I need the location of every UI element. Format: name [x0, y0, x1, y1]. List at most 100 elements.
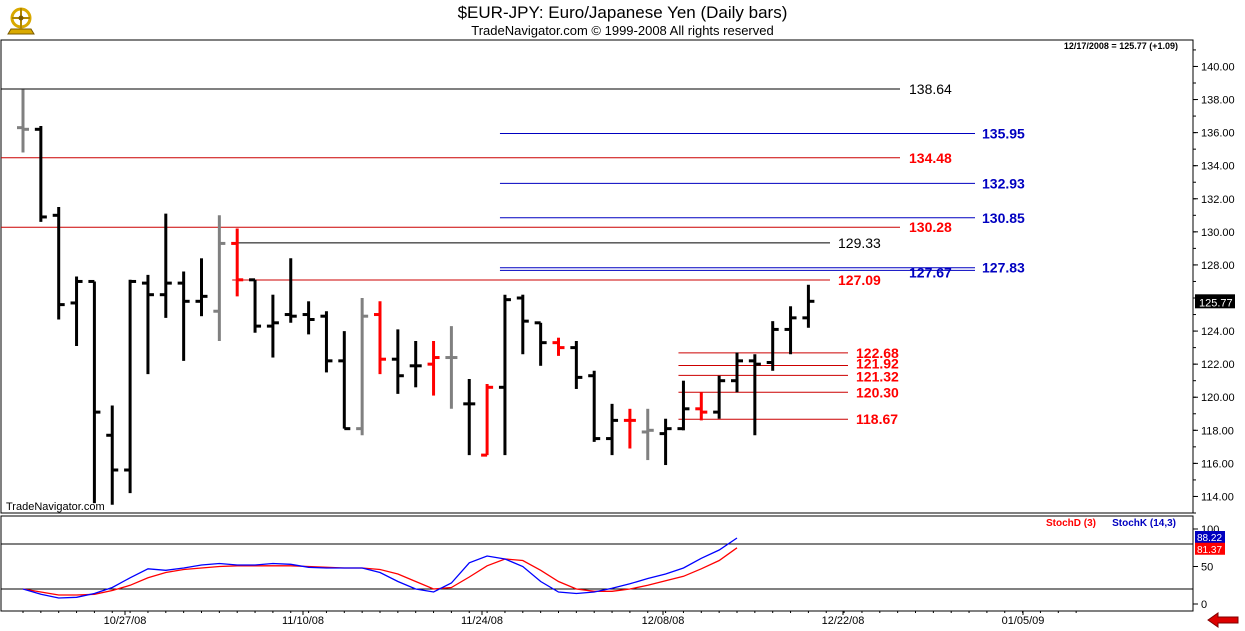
level-label: 130.85 — [982, 210, 1025, 226]
chart-header: $EUR-JPY: Euro/Japanese Yen (Daily bars)… — [0, 0, 1245, 40]
y-tick-label: 122.00 — [1201, 359, 1235, 371]
x-tick-label: 12/22/08 — [822, 615, 865, 627]
ohlc-bar — [748, 354, 761, 436]
ohlc-bar — [70, 276, 83, 346]
y-tick-label: 138.00 — [1201, 95, 1235, 107]
y-tick-label: 128.00 — [1201, 260, 1235, 272]
level-label: 134.48 — [909, 150, 952, 166]
ohlc-bar — [88, 279, 101, 504]
y-tick-label: 140.00 — [1201, 61, 1235, 73]
stoch-k-last-label: 88.22 — [1197, 533, 1222, 544]
y-tick-label: 132.00 — [1201, 194, 1235, 206]
y-tick-label: 118.00 — [1201, 425, 1234, 437]
price-panel-frame — [0, 39, 1194, 514]
ohlc-bar — [481, 384, 494, 457]
stoch-d-line — [22, 547, 738, 596]
ohlc-bar — [302, 301, 315, 335]
ohlc-bar — [177, 271, 190, 361]
stoch-d-legend: StochD (3) — [1046, 518, 1096, 529]
x-tick-label: 11/10/08 — [282, 615, 324, 627]
y-tick-label: 130.00 — [1201, 227, 1235, 239]
x-tick-label: 11/24/08 — [461, 615, 503, 627]
watermark-text: TradeNavigator.com — [6, 501, 105, 513]
ohlc-bar — [641, 408, 654, 461]
level-label: 127.67 — [909, 264, 952, 280]
level-label: 120.30 — [856, 384, 899, 400]
ohlc-bar — [249, 278, 262, 333]
stoch-y-tick-label: 50 — [1201, 562, 1213, 574]
last-price-label: 125.77 — [1199, 297, 1233, 309]
ohlc-bar — [231, 228, 244, 297]
level-label: 127.83 — [982, 260, 1025, 276]
stoch-k-legend: StochK (14,3) — [1112, 518, 1176, 529]
level-label: 118.67 — [856, 411, 898, 427]
ohlc-bar — [588, 370, 601, 442]
ohlc-bar — [677, 380, 690, 431]
level-label: 135.95 — [982, 125, 1025, 141]
ohlc-bar — [374, 301, 386, 375]
ohlc-bar — [338, 331, 351, 431]
sextant-logo-icon — [7, 7, 35, 35]
last-price-marker — [1195, 294, 1235, 309]
level-label: 130.28 — [909, 219, 952, 235]
ohlc-bar — [391, 329, 404, 394]
ohlc-bar — [802, 284, 815, 328]
level-label: 129.33 — [838, 235, 881, 251]
ohlc-bar — [106, 405, 119, 505]
y-tick-label: 114.00 — [1201, 491, 1234, 503]
y-tick-label: 116.00 — [1201, 458, 1234, 470]
stochastic-panel-frame — [0, 515, 1194, 612]
x-tick-label: 12/08/08 — [642, 615, 685, 627]
ohlc-bar — [623, 408, 636, 449]
chart-title: $EUR-JPY: Euro/Japanese Yen (Daily bars) — [457, 3, 788, 22]
ohlc-bar — [266, 294, 279, 358]
ohlc-bar — [534, 321, 547, 366]
level-label: 138.64 — [909, 81, 952, 97]
stoch-k-marker — [1195, 531, 1225, 543]
stoch-d-last-label: 81.37 — [1197, 545, 1222, 556]
ohlc-bar — [766, 321, 779, 371]
ohlc-bar — [284, 258, 297, 323]
chart-subtitle: TradeNavigator.com © 1999-2008 All right… — [471, 23, 774, 38]
ohlc-bar — [320, 311, 333, 373]
level-label: 132.93 — [982, 175, 1025, 191]
ohlc-bar — [516, 294, 529, 355]
y-tick-label: 136.00 — [1201, 128, 1235, 140]
ohlc-bar — [159, 213, 172, 318]
x-tick-label: 10/27/08 — [104, 615, 147, 627]
last-price-info: 12/17/2008 = 125.77 (+1.09) — [1064, 41, 1178, 51]
level-label: 121.32 — [856, 368, 899, 384]
ohlc-bar — [195, 258, 208, 317]
y-tick-label: 124.00 — [1201, 326, 1235, 338]
ohlc-bar — [213, 215, 226, 341]
ohlc-bar — [695, 392, 708, 421]
stoch-y-tick-label: 0 — [1201, 599, 1207, 611]
ohlc-bar — [17, 89, 29, 153]
ohlc-bar — [570, 341, 583, 389]
x-tick-label: 01/05/09 — [1002, 615, 1045, 627]
ohlc-bar — [463, 379, 476, 456]
ohlc-bar — [713, 375, 726, 419]
scroll-left-arrow-icon[interactable] — [1207, 612, 1239, 628]
level-label: 121.92 — [856, 355, 899, 371]
ohlc-bar — [445, 326, 458, 409]
ohlc-bar — [784, 306, 797, 355]
ohlc-bar — [409, 341, 422, 388]
ohlc-bar — [427, 341, 440, 396]
ohlc-bar — [498, 294, 511, 456]
stoch-d-marker — [1195, 542, 1225, 555]
ohlc-bar — [606, 403, 619, 456]
ohlc-bar — [356, 298, 369, 436]
y-tick-label: 120.00 — [1201, 392, 1235, 404]
ohlc-bar — [34, 126, 47, 222]
ohlc-bar — [52, 207, 65, 320]
ohlc-bar — [731, 352, 743, 393]
y-tick-label: 134.00 — [1201, 161, 1235, 173]
ohlc-bar — [124, 279, 137, 494]
ohlc-bar — [552, 337, 565, 356]
ohlc-bar — [141, 274, 154, 375]
level-label: 127.09 — [838, 272, 881, 288]
ohlc-bar — [659, 418, 672, 466]
stoch-k-line — [22, 537, 738, 599]
